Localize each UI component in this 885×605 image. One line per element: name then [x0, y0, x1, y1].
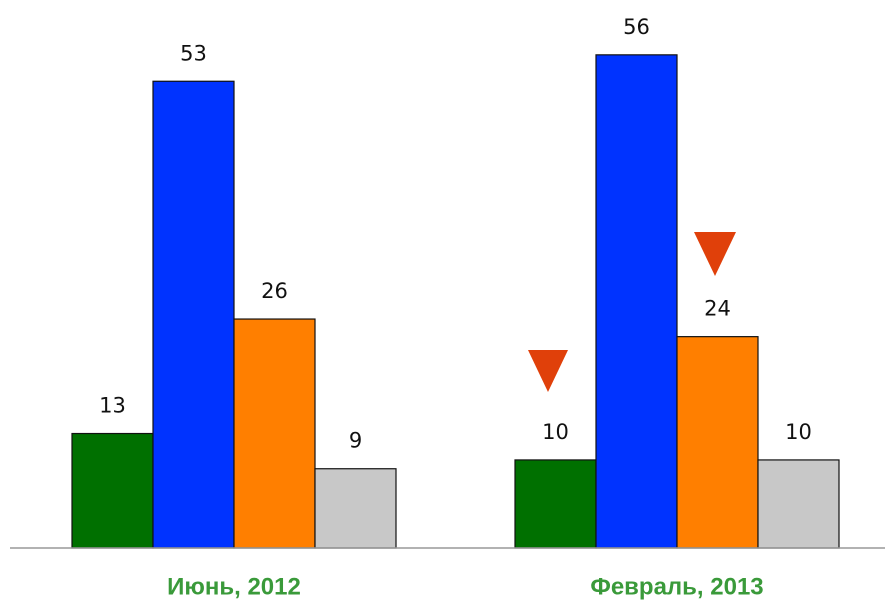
decrease-marker: [694, 232, 736, 276]
bar: [152, 80, 235, 549]
value-label: 24: [704, 297, 731, 321]
bar: [676, 336, 759, 549]
bar: [314, 468, 397, 549]
value-label: 53: [180, 41, 207, 65]
bar: [71, 432, 154, 549]
value-label: 10: [785, 420, 812, 444]
bar: [757, 459, 840, 549]
x-tick-label: Июнь, 2012: [167, 573, 301, 600]
bar: [514, 459, 597, 549]
value-label: 10: [542, 420, 569, 444]
value-label: 26: [261, 279, 288, 303]
value-label: 56: [623, 15, 650, 39]
value-label: 9: [349, 429, 362, 453]
decrease-marker: [528, 350, 568, 392]
bar: [233, 318, 316, 549]
x-tick-label: Февраль, 2013: [590, 573, 763, 600]
bar: [595, 54, 678, 549]
value-label: 13: [99, 394, 126, 418]
